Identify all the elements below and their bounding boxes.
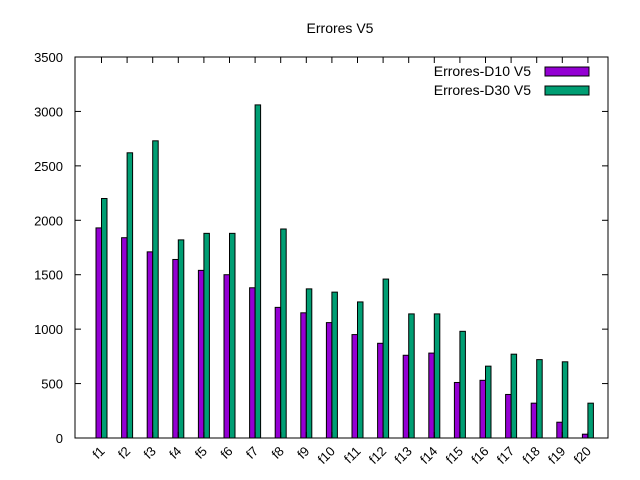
x-tick-label: f5 (192, 444, 210, 462)
x-tick-label: f13 (391, 444, 414, 467)
bar-d10 (223, 274, 230, 439)
y-tick-label: 1500 (34, 268, 63, 283)
bar-d10 (479, 379, 486, 439)
bar-d30 (305, 288, 313, 439)
legend: Errores-D10 V5 Errores-D30 V5 (434, 63, 590, 98)
bar-d10 (249, 287, 256, 439)
bar-d30 (357, 301, 364, 439)
x-tick-label: f18 (519, 444, 542, 467)
bar-d30 (177, 239, 185, 439)
bar-d30 (254, 104, 262, 439)
bar-d10 (377, 342, 384, 439)
y-tick-label: 3000 (34, 104, 63, 119)
x-tick-label: f3 (141, 444, 159, 462)
bar-d30 (126, 152, 134, 439)
bar-d10 (505, 393, 512, 439)
legend-label: Errores-D30 V5 (434, 82, 531, 98)
bar-d10 (556, 421, 563, 439)
x-tick-label: f20 (571, 444, 594, 467)
x-tick-label: f9 (294, 444, 312, 462)
y-tick-label: 1000 (34, 322, 63, 337)
x-tick-label: f7 (243, 444, 261, 462)
x-tick-label: f16 (468, 444, 491, 467)
x-tick-label: f1 (89, 444, 107, 462)
bar-d30 (152, 140, 159, 439)
bar-d10 (325, 322, 333, 439)
bar-d30 (280, 228, 287, 439)
legend-label: Errores-D10 V5 (434, 63, 531, 79)
x-tick-label: f15 (443, 444, 466, 467)
bar-d10 (95, 227, 102, 439)
y-tick-label: 2500 (34, 159, 63, 174)
bar-d30 (203, 232, 210, 439)
legend-swatch (544, 66, 590, 77)
x-tick-label: f4 (166, 444, 184, 462)
bar-d30 (408, 313, 415, 439)
bar-d10 (121, 237, 128, 439)
bar-d30 (459, 330, 466, 439)
chart-title: Errores V5 (307, 20, 374, 36)
bar-d30 (331, 291, 338, 439)
bar-d10 (453, 381, 461, 439)
bar-d30 (561, 361, 569, 439)
x-tick-label: f19 (545, 444, 568, 467)
x-axis: f1 f2 f3 f4 f5 f6 f7 f8 f9 f10 f11 f12 f13 f14 f15 f16 f… (89, 57, 594, 467)
bar-d30 (510, 353, 518, 439)
x-tick-label: f17 (494, 444, 517, 467)
bar-d10 (428, 352, 435, 439)
bar-d10 (146, 251, 154, 439)
bar-d10 (300, 312, 307, 439)
bar-d10 (172, 258, 179, 439)
bar-d30 (587, 402, 594, 439)
y-tick-label: 500 (41, 377, 63, 392)
y-axis: 0 500 1000 1500 2000 2500 3000 3500 (34, 50, 608, 446)
x-tick-label: f10 (315, 444, 338, 467)
bar-d10 (197, 269, 205, 439)
x-tick-label: f8 (269, 444, 287, 462)
x-tick-label: f14 (417, 444, 440, 467)
x-tick-label: f11 (341, 444, 364, 467)
x-tick-label: f2 (115, 444, 133, 462)
bar-d30 (433, 313, 441, 439)
bar-d30 (229, 232, 236, 439)
y-tick-label: 2000 (34, 213, 63, 228)
legend-swatch (544, 85, 590, 96)
bar-d30 (485, 365, 492, 439)
plot-frame (74, 56, 609, 439)
bar-d10 (351, 334, 358, 439)
bar-d30 (382, 278, 390, 439)
bar-d10 (402, 354, 410, 439)
bar-d30 (101, 198, 108, 439)
y-tick-label: 0 (56, 431, 63, 446)
bar-d10 (274, 306, 282, 439)
bars-layer (95, 104, 594, 439)
x-tick-label: f12 (366, 444, 389, 467)
y-tick-label: 3500 (34, 50, 63, 65)
bar-d10 (581, 433, 589, 439)
bar-d10 (530, 402, 538, 439)
bar-d30 (536, 359, 543, 439)
x-tick-label: f6 (217, 444, 235, 462)
